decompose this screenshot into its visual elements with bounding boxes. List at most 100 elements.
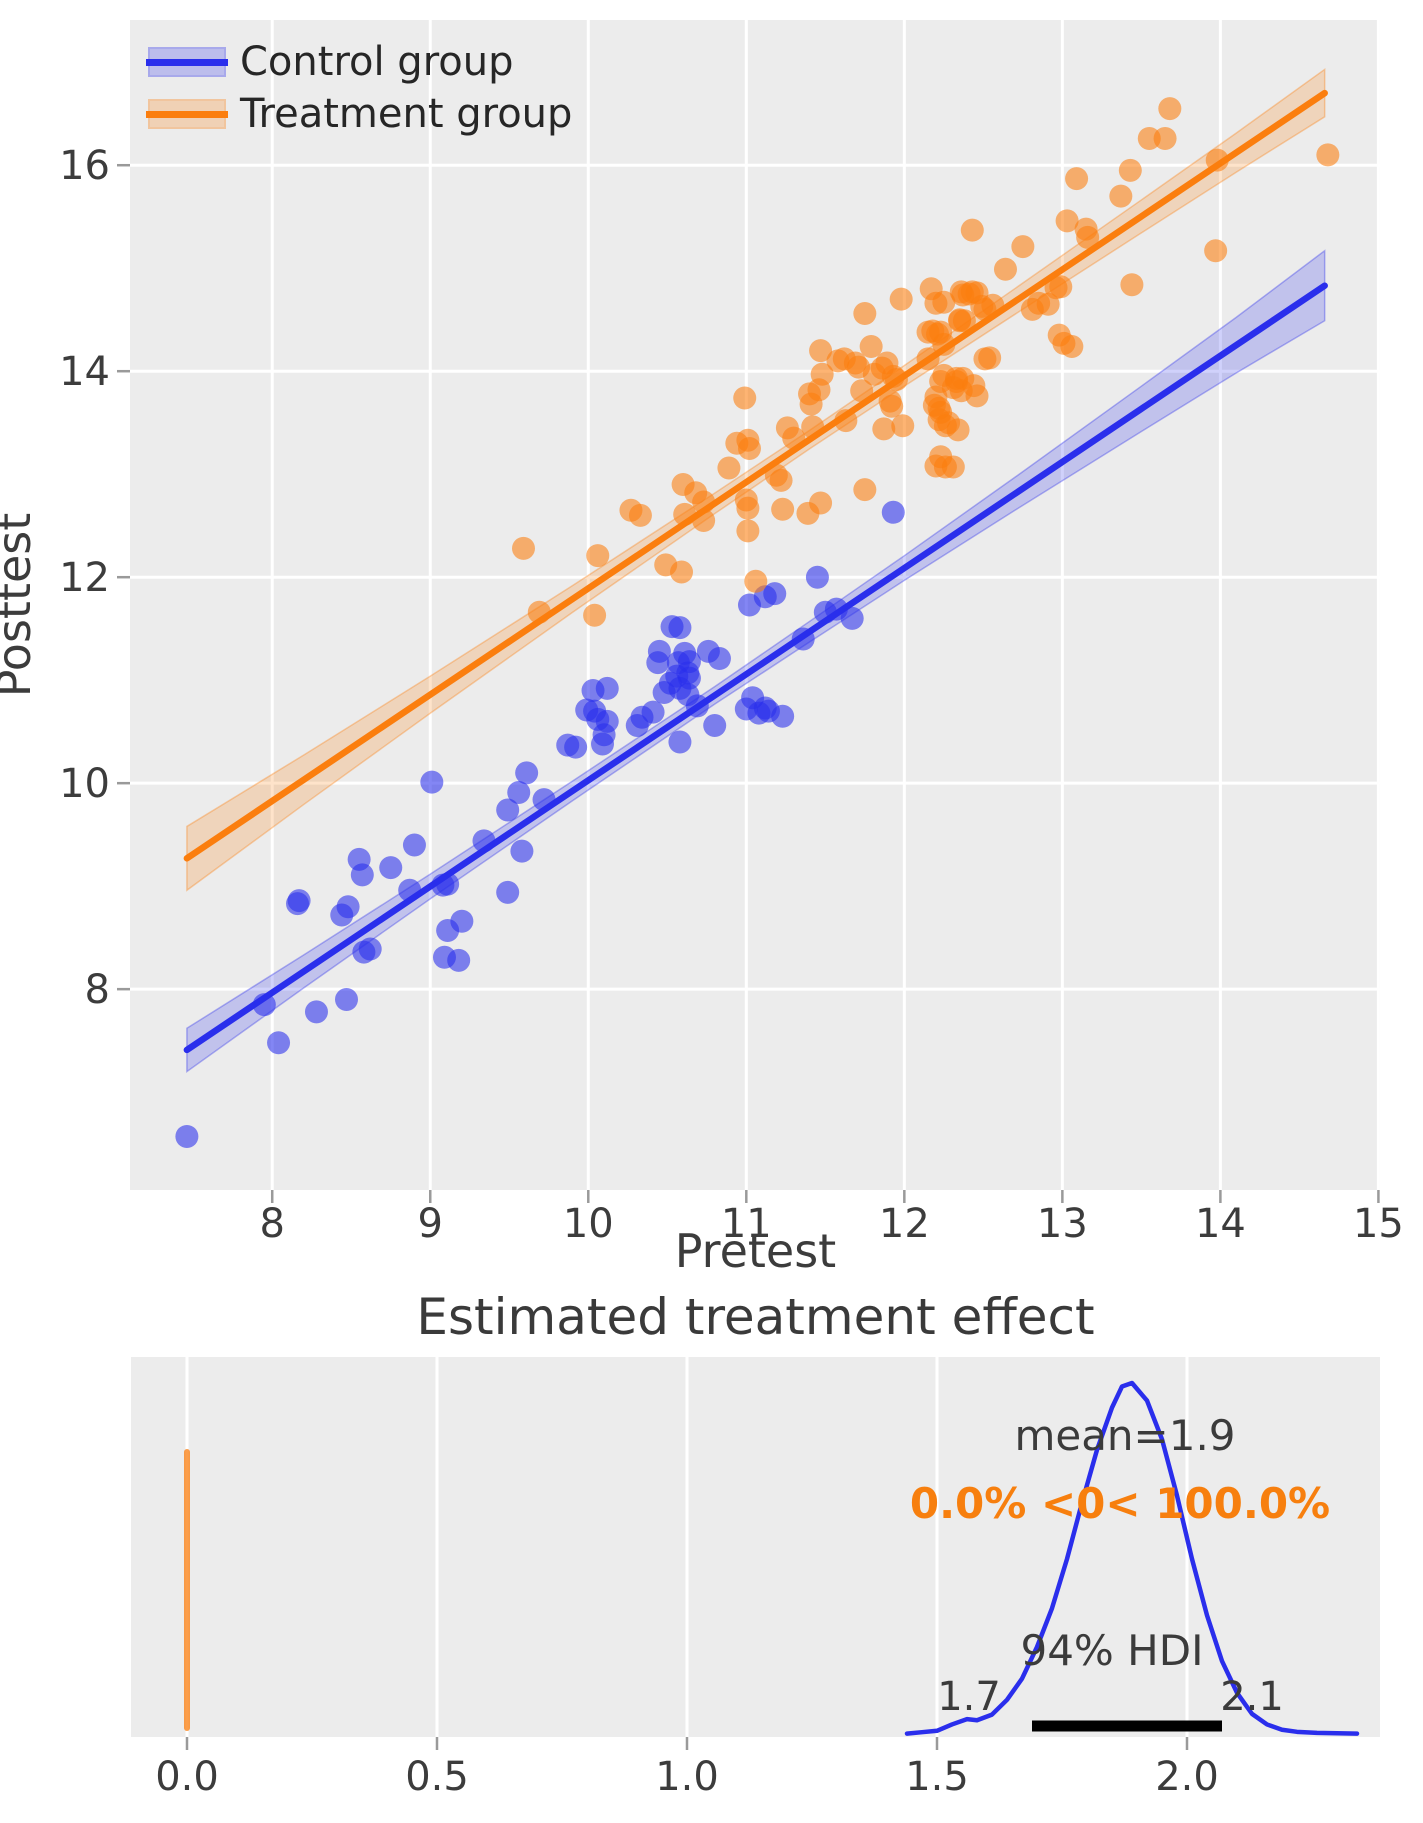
treatment-scatter-point [965, 384, 989, 408]
control-scatter-point [336, 895, 360, 919]
legend-item-treatment: Treatment group [146, 88, 573, 140]
control-scatter-point [398, 878, 422, 902]
y-tick-label: 14 [59, 349, 110, 395]
treatment-scatter-point [993, 257, 1017, 281]
control-scatter-point [747, 701, 771, 725]
treatment-scatter-point [1049, 275, 1073, 299]
treatment-scatter-point [692, 490, 716, 514]
treatment-scatter-point [527, 600, 551, 624]
treatment-scatter-point [586, 544, 610, 568]
control-scatter-point [881, 500, 905, 524]
control-fit-band [186, 249, 1326, 1074]
x-tick-label: 1.5 [905, 1754, 969, 1800]
treatment-scatter-point [834, 409, 858, 433]
treatment-scatter-point [1065, 167, 1089, 191]
treatment-scatter-point [799, 392, 823, 416]
control-scatter-point [595, 676, 619, 700]
treatment-scatter-point [769, 468, 793, 492]
control-legend-label: Control group [240, 39, 514, 85]
treatment-scatter-point [809, 339, 833, 363]
x-tick-label: 0.0 [155, 1754, 219, 1800]
hdi-label-annotation: 94% HDI [1020, 1626, 1203, 1675]
x-tick-label: 13 [1037, 1201, 1088, 1247]
control-scatter-point [677, 666, 701, 690]
control-scatter-point [564, 735, 588, 759]
y-tick-label: 8 [85, 967, 110, 1013]
bottom-plot: 0.0 0.5 1.0 1.5 2.0 mean=1.9 0.0% <0< 100.0% 94… [131, 1357, 1380, 1800]
treatment-scatter-point [952, 309, 976, 333]
y-tick-label: 10 [59, 761, 110, 807]
control-scatter-point [703, 714, 727, 738]
treatment-scatter-point [671, 472, 695, 496]
treatment-scatter-point [1120, 273, 1144, 297]
y-tick-label: 16 [59, 143, 110, 189]
treatment-scatter-point [859, 334, 883, 358]
x-tick-label: 10 [563, 1201, 614, 1247]
treatment-scatter-point [673, 502, 697, 526]
treatment-scatter-point [880, 394, 904, 418]
treatment-scatter-point [916, 347, 940, 371]
treatment-scatter-point [847, 355, 871, 379]
treatment-scatter-point [771, 497, 795, 521]
treatment-scatter-point [1076, 225, 1100, 249]
treatment-scatter-point [946, 418, 970, 442]
control-scatter-point [707, 647, 731, 671]
treatment-scatter-point [891, 414, 915, 438]
x-tick-label: 15 [1353, 1201, 1404, 1247]
treatment-scatter-point [654, 553, 678, 577]
control-scatter-point [402, 833, 426, 857]
treatment-scatter-point [628, 503, 652, 527]
treatment-scatter-point [1205, 148, 1229, 172]
control-scatter-point [515, 761, 539, 785]
treatment-scatter-point [1153, 126, 1177, 150]
x-tick-label: 14 [1195, 1201, 1246, 1247]
treatment-scatter-point [1158, 97, 1182, 121]
control-scatter-point [791, 627, 815, 651]
treatment-scatter-point [583, 603, 607, 627]
control-scatter-point [175, 1124, 199, 1148]
treatment-scatter-point [889, 287, 913, 311]
control-scatter-point [252, 993, 276, 1017]
y-tick-label: 12 [59, 555, 110, 601]
mean-annotation: mean=1.9 [1014, 1411, 1235, 1460]
treatment-scatter-point [736, 519, 760, 543]
treatment-scatter-point [782, 426, 806, 450]
control-scatter-point [771, 704, 795, 728]
treatment-legend-label: Treatment group [240, 91, 573, 137]
treatment-scatter-point [744, 569, 768, 593]
x-tick-label: 9 [418, 1201, 443, 1247]
treatment-scatter-point [736, 496, 760, 520]
control-scatter-point [496, 880, 520, 904]
kde-curve [904, 1380, 1360, 1736]
treatment-scatter-point [1036, 292, 1060, 316]
control-scatter-point [625, 714, 649, 738]
treatment-scatter-point [717, 456, 741, 480]
control-scatter-point [431, 873, 455, 897]
treatment-scatter-point [941, 455, 965, 479]
treatment-scatter-point [796, 501, 820, 525]
treatment-scatter-point [884, 367, 908, 391]
treatment-scatter-point [850, 379, 874, 403]
control-scatter-point [472, 829, 496, 853]
x-tick-label: 12 [879, 1201, 930, 1247]
control-scatter-point [379, 856, 403, 880]
control-scatter-point [641, 700, 665, 724]
treatment-scatter-point [692, 509, 716, 533]
control-scatter-point [583, 699, 607, 723]
control-scatter-point [840, 606, 864, 630]
treatment-scatter-point [511, 536, 535, 560]
treatment-scatter-point [1204, 239, 1228, 263]
treatment-scatter-point [1137, 126, 1161, 150]
treatment-scatter-point [1011, 235, 1035, 259]
treatment-scatter-point [932, 290, 956, 314]
treatment-scatter-point [853, 478, 877, 502]
control-scatter-point [420, 770, 444, 794]
control-scatter-point [668, 730, 692, 754]
control-scatter-point [685, 694, 709, 718]
bottom-plot-title: Estimated treatment effect [416, 1288, 1095, 1346]
treatment-scatter-point [981, 293, 1005, 317]
treatment-scatter-point [978, 346, 1002, 370]
treatment-scatter-point [1109, 184, 1133, 208]
control-scatter-point [507, 780, 531, 804]
